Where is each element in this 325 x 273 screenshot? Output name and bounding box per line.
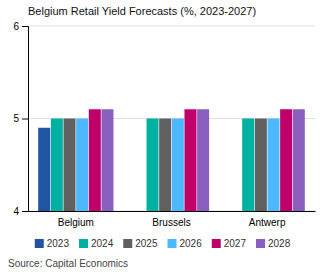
bar: [147, 119, 159, 212]
x-axis: Belgium Brussels Antwerp: [29, 211, 316, 228]
legend-swatch: [35, 239, 44, 248]
tick: 4: [13, 206, 28, 217]
title: Belgium Retail Yield Forecasts (%, 2023-…: [28, 5, 256, 17]
bar: [89, 109, 101, 211]
bar: [280, 109, 292, 211]
plot: 4 5 6 Belgium Brussels Antwerp: [13, 21, 315, 228]
bar: [230, 211, 242, 212]
legend-item: 2023: [35, 238, 70, 249]
bar: [63, 119, 75, 212]
bar: [242, 119, 254, 212]
grid: [28, 26, 315, 211]
legend-swatch: [168, 239, 177, 248]
axis-line: [29, 211, 316, 212]
legend: 2023 2024 2025 2026 2027 2028: [35, 238, 291, 249]
series: [89, 109, 292, 211]
legend-label: 2024: [91, 238, 114, 249]
series: [101, 109, 304, 211]
legend-swatch: [79, 239, 88, 248]
tick: Belgium: [58, 211, 94, 228]
series: [51, 119, 254, 212]
tick-mark: [22, 119, 28, 120]
legend-label: 2027: [224, 238, 247, 249]
legend-label: 2023: [47, 238, 70, 249]
grid-line: [28, 26, 315, 27]
bar: [293, 109, 305, 211]
tick-label: 4: [13, 206, 19, 217]
legend-item: 2024: [79, 238, 114, 249]
tick: Antwerp: [249, 211, 286, 228]
bar: [134, 211, 146, 212]
tick-label: Antwerp: [249, 217, 286, 228]
legend-item: 2027: [212, 238, 247, 249]
legend-label: 2028: [268, 238, 291, 249]
tick-label: Brussels: [152, 217, 190, 228]
tick-mark: [22, 211, 28, 212]
bar: [172, 119, 184, 212]
tick: 6: [13, 21, 28, 32]
series: [38, 128, 50, 211]
legend-label: 2025: [135, 238, 158, 249]
bar: [184, 109, 196, 211]
y-axis: 4 5 6: [13, 21, 28, 217]
tick-label: Belgium: [58, 217, 94, 228]
bar: [159, 119, 171, 212]
tick: 5: [13, 113, 28, 124]
legend-item: 2025: [123, 238, 158, 249]
bar: [197, 109, 209, 211]
bar: [267, 119, 279, 212]
bar: [38, 128, 50, 211]
bar: [51, 119, 63, 212]
axis-line: [22, 27, 29, 212]
legend-item: 2028: [256, 238, 291, 249]
bar: [76, 119, 88, 212]
bars: [38, 109, 305, 211]
legend-swatch: [212, 239, 221, 248]
tick-label: 5: [13, 113, 19, 124]
bar: [101, 109, 113, 211]
legend-swatch: [123, 239, 132, 248]
bar: [255, 119, 267, 212]
legend-swatch: [256, 239, 265, 248]
legend-label: 2026: [180, 238, 203, 249]
annotation: Source: Capital Economics: [8, 258, 128, 269]
tick-mark: [22, 26, 28, 27]
tick-label: 6: [13, 21, 19, 32]
tick: Brussels: [152, 211, 190, 228]
chart: Belgium Retail Yield Forecasts (%, 2023-…: [0, 0, 325, 273]
legend-item: 2026: [168, 238, 203, 249]
